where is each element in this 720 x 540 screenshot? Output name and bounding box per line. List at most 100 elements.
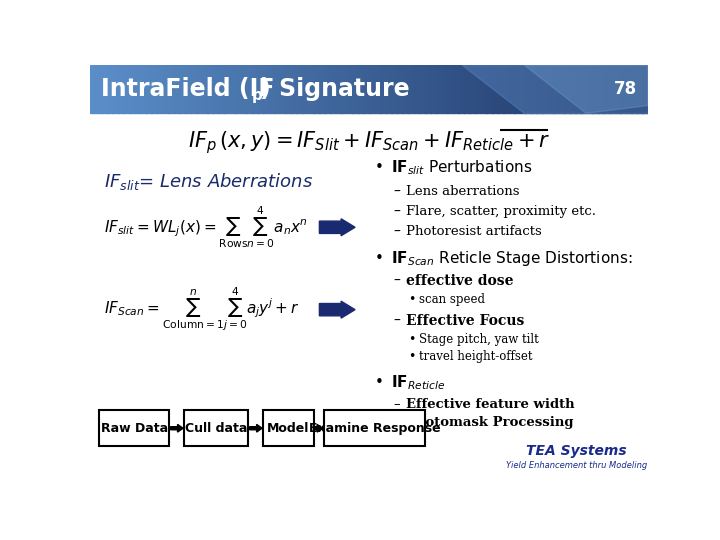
- Text: Effective Focus: Effective Focus: [406, 314, 525, 328]
- Text: Examine Response: Examine Response: [309, 422, 440, 435]
- Text: •: •: [408, 333, 415, 346]
- FancyArrow shape: [315, 424, 323, 432]
- Text: –: –: [394, 274, 400, 288]
- Bar: [603, 65, 610, 113]
- Bar: [319, 65, 325, 113]
- Bar: [503, 65, 509, 113]
- Bar: [369, 65, 375, 113]
- Bar: [258, 65, 264, 113]
- Text: Flare, scatter, proximity etc.: Flare, scatter, proximity etc.: [406, 205, 596, 218]
- Text: $\mathit{IF}_{Scan} = \sum_{\mathrm{Column=1}}^{n}\sum_{j=0}^{4} a_j y^j + r$: $\mathit{IF}_{Scan} = \sum_{\mathrm{Colu…: [104, 286, 300, 333]
- Text: IntraField (IF: IntraField (IF: [101, 77, 274, 101]
- Text: 78: 78: [614, 80, 637, 98]
- Bar: [179, 65, 186, 113]
- Bar: [246, 65, 253, 113]
- Text: Lens aberrations: Lens aberrations: [406, 185, 520, 198]
- Bar: [581, 65, 588, 113]
- Text: ) Signature: ) Signature: [261, 77, 410, 101]
- Bar: [531, 65, 537, 113]
- Bar: [313, 65, 320, 113]
- Bar: [609, 65, 616, 113]
- Bar: [419, 65, 426, 113]
- Bar: [414, 65, 420, 113]
- Bar: [553, 65, 559, 113]
- FancyArrow shape: [320, 219, 355, 236]
- Bar: [157, 65, 163, 113]
- Bar: [96, 65, 102, 113]
- Text: effective dose: effective dose: [406, 274, 513, 288]
- Bar: [481, 65, 487, 113]
- Text: scan speed: scan speed: [418, 293, 485, 306]
- Text: –: –: [394, 205, 400, 219]
- FancyBboxPatch shape: [184, 410, 248, 447]
- Bar: [297, 65, 303, 113]
- Text: Model: Model: [267, 422, 310, 435]
- FancyBboxPatch shape: [324, 410, 426, 447]
- Bar: [570, 65, 576, 113]
- Text: $\mathbf{IF}_{Reticle}$: $\mathbf{IF}_{Reticle}$: [391, 374, 445, 392]
- Text: Photoresist artifacts: Photoresist artifacts: [406, 225, 542, 238]
- Bar: [90, 65, 96, 113]
- Bar: [145, 65, 152, 113]
- Text: •: •: [408, 350, 415, 363]
- Bar: [174, 65, 180, 113]
- Text: Cull data: Cull data: [185, 422, 248, 435]
- Bar: [163, 65, 169, 113]
- Bar: [263, 65, 269, 113]
- Bar: [112, 65, 119, 113]
- Bar: [475, 65, 482, 113]
- Bar: [190, 65, 197, 113]
- Bar: [620, 65, 626, 113]
- Polygon shape: [462, 65, 648, 113]
- Text: –: –: [394, 314, 400, 328]
- Bar: [392, 65, 397, 113]
- Bar: [526, 65, 531, 113]
- Bar: [302, 65, 308, 113]
- Bar: [564, 65, 571, 113]
- Text: –: –: [394, 225, 400, 239]
- Bar: [330, 65, 336, 113]
- Bar: [291, 65, 297, 113]
- Bar: [520, 65, 526, 113]
- Bar: [380, 65, 387, 113]
- Text: $\mathit{IF}_{slit}$= Lens Aberrations: $\mathit{IF}_{slit}$= Lens Aberrations: [104, 171, 313, 192]
- Bar: [441, 65, 448, 113]
- FancyArrow shape: [171, 424, 183, 432]
- Bar: [508, 65, 515, 113]
- Bar: [252, 65, 258, 113]
- Bar: [280, 65, 286, 113]
- Bar: [637, 65, 643, 113]
- Bar: [358, 65, 364, 113]
- Polygon shape: [524, 65, 648, 113]
- Bar: [364, 65, 370, 113]
- Bar: [213, 65, 219, 113]
- Bar: [202, 65, 208, 113]
- Bar: [536, 65, 543, 113]
- Bar: [547, 65, 554, 113]
- Bar: [341, 65, 348, 113]
- Bar: [374, 65, 381, 113]
- Text: $\mathbf{IF}_{slit}$ Perturbations: $\mathbf{IF}_{slit}$ Perturbations: [391, 158, 532, 177]
- Bar: [615, 65, 621, 113]
- Text: Photomask Processing: Photomask Processing: [406, 416, 574, 429]
- Bar: [347, 65, 353, 113]
- Bar: [559, 65, 565, 113]
- Text: Stage pitch, yaw tilt: Stage pitch, yaw tilt: [418, 333, 539, 346]
- Bar: [408, 65, 415, 113]
- Text: •: •: [375, 251, 384, 266]
- Bar: [101, 65, 107, 113]
- Bar: [631, 65, 638, 113]
- Bar: [469, 65, 476, 113]
- FancyArrow shape: [320, 301, 355, 318]
- Bar: [140, 65, 147, 113]
- Text: •: •: [408, 293, 415, 306]
- Text: TEA Systems: TEA Systems: [526, 444, 627, 458]
- Bar: [397, 65, 403, 113]
- Bar: [431, 65, 437, 113]
- Bar: [124, 65, 130, 113]
- Text: •: •: [375, 375, 384, 390]
- Text: p: p: [252, 87, 263, 103]
- Bar: [135, 65, 141, 113]
- Bar: [230, 65, 236, 113]
- Bar: [196, 65, 202, 113]
